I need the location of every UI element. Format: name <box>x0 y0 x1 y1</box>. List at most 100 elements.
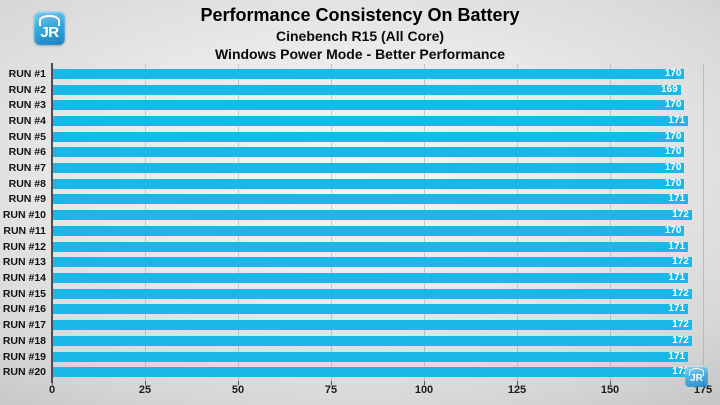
x-tick-label: 50 <box>231 384 245 396</box>
chart-row: RUN #3 170 <box>0 97 703 113</box>
run-label: RUN #1 <box>8 67 46 80</box>
bar-track: 170 <box>52 224 703 236</box>
bar-value-label: 172 <box>672 334 689 346</box>
run-label: RUN #11 <box>3 224 46 237</box>
x-tick-label: 125 <box>507 384 527 396</box>
bar-value-label: 172 <box>672 256 689 268</box>
run-label: RUN #6 <box>8 146 46 159</box>
x-tick-label: 75 <box>324 384 338 396</box>
chart-row: RUN #8 170 <box>0 176 703 192</box>
bar-track: 170 <box>52 67 703 79</box>
bar-track: 171 <box>52 303 703 315</box>
bar-value-label: 170 <box>664 224 682 236</box>
gridline <box>703 64 704 382</box>
x-tick-label: 150 <box>600 384 620 396</box>
bar: 172 <box>52 334 692 346</box>
bar-value-label: 172 <box>672 366 689 378</box>
chart-row: RUN #19 171 <box>0 349 703 365</box>
bar-value-label: 171 <box>668 271 686 283</box>
run-label: RUN #4 <box>8 114 46 127</box>
x-tick-label: 0 <box>48 384 56 396</box>
bar-track: 172 <box>52 209 703 221</box>
bar-value-label: 171 <box>668 114 686 126</box>
x-axis-labels: 0 25 50 75 100 125 150 175 <box>0 385 720 399</box>
bar: 171 <box>52 303 689 315</box>
x-tick-mark <box>238 381 239 385</box>
run-label: RUN #17 <box>2 319 46 332</box>
chart-subtitle-2: Windows Power Mode - Better Performance <box>214 46 506 63</box>
bar-track: 172 <box>52 366 703 378</box>
chart-row: RUN #15 172 <box>0 286 703 302</box>
gridline <box>610 64 611 382</box>
bar-track: 171 <box>52 194 703 205</box>
bar-track: 172 <box>52 256 703 268</box>
bar: 170 <box>52 130 685 142</box>
x-tick-mark <box>424 381 425 385</box>
bar-value-label: 171 <box>668 350 686 362</box>
bar: 172 <box>52 256 692 268</box>
bar-track: 172 <box>52 319 703 331</box>
bar-track: 172 <box>52 334 703 346</box>
bar-track: 172 <box>52 287 703 299</box>
run-label: RUN #5 <box>8 130 46 143</box>
run-label: RUN #14 <box>2 271 46 284</box>
bar-value-label: 170 <box>664 67 682 79</box>
gridline <box>517 64 518 382</box>
bar-value-label: 170 <box>664 130 682 142</box>
logo-arc-icon <box>39 15 60 26</box>
bar: 170 <box>52 177 685 189</box>
bar-value-label: 170 <box>664 146 682 158</box>
chart-row: RUN #17 172 <box>0 317 703 333</box>
bar: 171 <box>52 114 689 126</box>
chart-row: RUN #2 169 <box>0 82 703 98</box>
x-tick-mark <box>52 381 53 385</box>
gridline <box>145 64 146 382</box>
chart-row: RUN #14 171 <box>0 270 703 286</box>
bar: 172 <box>52 209 692 221</box>
watermark-text: JR <box>690 373 703 384</box>
run-label: RUN #3 <box>8 99 46 112</box>
chart-row: RUN #16 171 <box>0 302 703 318</box>
chart-row: RUN #5 170 <box>0 129 703 145</box>
run-label: RUN #15 <box>2 287 46 300</box>
bar-value-label: 172 <box>672 319 689 331</box>
chart-gridlines <box>52 64 704 382</box>
run-label: RUN #7 <box>8 162 46 175</box>
chart-row: RUN #12 171 <box>0 239 703 255</box>
bar: 170 <box>52 67 685 79</box>
bar-value-label: 171 <box>668 303 686 315</box>
bar-value-label: 172 <box>672 209 689 221</box>
bar-value-label: 170 <box>664 99 682 111</box>
bar-track: 169 <box>52 84 703 95</box>
run-label: RUN #8 <box>8 177 46 190</box>
run-label: RUN #9 <box>8 193 46 206</box>
chart-row: RUN #11 170 <box>0 223 703 239</box>
run-label: RUN #18 <box>2 334 46 347</box>
chart-row: RUN #13 172 <box>0 254 703 270</box>
bar-track: 171 <box>52 114 703 126</box>
bar: 172 <box>52 287 692 299</box>
bar: 169 <box>52 84 681 95</box>
bar-track: 170 <box>52 162 703 174</box>
gridline <box>238 64 239 382</box>
chart-row: RUN #4 171 <box>0 113 703 129</box>
x-tick-mark <box>610 381 611 385</box>
bar: 170 <box>52 162 685 174</box>
x-tick-label: 25 <box>138 384 152 396</box>
bar-value-label: 172 <box>672 287 689 299</box>
gridline <box>424 64 425 382</box>
bar-track: 171 <box>52 241 703 252</box>
bar-value-label: 170 <box>664 162 682 174</box>
x-tick-mark <box>517 381 518 385</box>
x-tick-label: 100 <box>414 384 434 396</box>
bar-value-label: 170 <box>664 177 682 189</box>
gridline <box>331 64 332 382</box>
bar: 170 <box>52 224 685 236</box>
bar: 171 <box>52 350 689 362</box>
chart-row: RUN #10 172 <box>0 207 703 223</box>
chart-row: RUN #9 171 <box>0 192 703 208</box>
chart-row: RUN #7 170 <box>0 160 703 176</box>
run-label: RUN #10 <box>2 209 46 222</box>
bar: 171 <box>52 194 689 205</box>
run-label: RUN #16 <box>2 303 46 316</box>
